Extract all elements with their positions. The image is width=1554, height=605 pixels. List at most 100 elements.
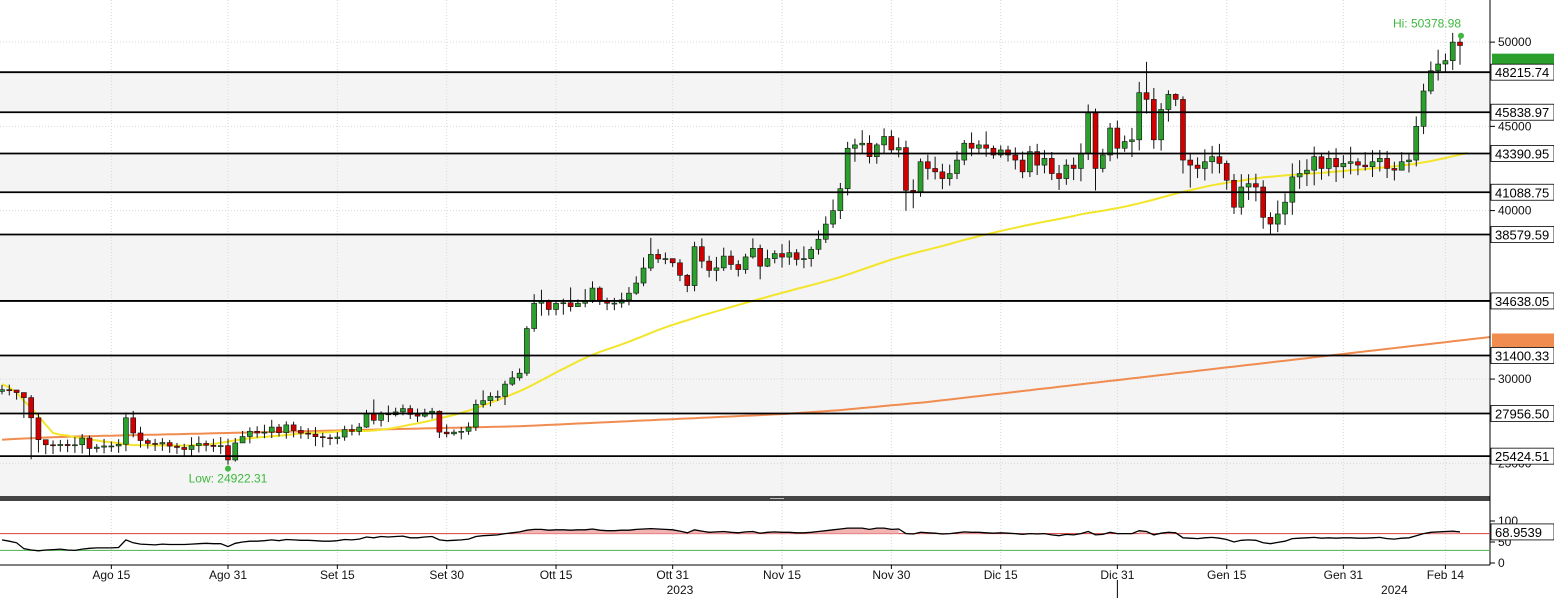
candle-body	[1107, 127, 1113, 156]
candle-body	[451, 431, 457, 435]
candle-body	[137, 432, 144, 441]
candle-body	[837, 188, 844, 211]
candle-body	[13, 389, 20, 393]
level-label: 41088.75	[1495, 185, 1549, 200]
level-label-box	[1490, 447, 1554, 465]
x-tick-label: Dic 31	[1100, 568, 1134, 582]
candle-body	[363, 412, 370, 428]
candle-body	[108, 445, 115, 448]
candle-body	[57, 444, 64, 446]
candle-body	[1041, 158, 1048, 166]
candle-body	[174, 445, 180, 448]
candle-body	[1216, 156, 1223, 164]
candle-body	[1209, 156, 1215, 163]
candle-body	[1304, 169, 1310, 174]
candle-body	[626, 292, 632, 301]
candle-body	[545, 301, 552, 310]
candle-body	[225, 445, 231, 461]
candle-body	[866, 142, 873, 157]
candle-body	[961, 142, 968, 161]
candle-body	[917, 161, 924, 193]
candle-body	[932, 168, 938, 173]
candle-body	[1369, 161, 1376, 168]
x-tick-label: Gen 31	[1324, 568, 1364, 582]
candle-body	[1034, 151, 1040, 166]
candle-body	[283, 424, 290, 433]
y-tick-label: 45000	[1498, 119, 1532, 133]
candle-body	[589, 287, 596, 302]
x-tick-label: Set 15	[320, 568, 355, 582]
candle-body	[1413, 126, 1420, 161]
candle-body	[50, 444, 56, 447]
candle-body	[1005, 149, 1011, 156]
candle-body	[1245, 183, 1252, 188]
ma-long-price-tag	[1492, 333, 1554, 348]
candle-body	[407, 408, 414, 415]
candle-body	[1172, 94, 1179, 100]
candle-body	[815, 238, 822, 250]
candle-body	[443, 431, 450, 435]
candle-body	[1318, 156, 1325, 169]
candle-body	[1296, 173, 1303, 178]
candle-body	[852, 144, 858, 149]
candle-body	[750, 248, 756, 258]
candle-body	[830, 210, 836, 225]
candle-body	[895, 147, 902, 151]
candle-body	[239, 436, 246, 444]
candle-body	[990, 147, 997, 156]
rsi-last-label: 68.9539	[1495, 525, 1542, 540]
candle-body	[327, 437, 333, 439]
candle-body	[480, 400, 486, 405]
candle-body	[429, 410, 435, 414]
level-label-box	[1490, 63, 1554, 81]
level-label: 25424.51	[1495, 449, 1549, 464]
candle-body	[319, 436, 326, 438]
candle-body	[268, 426, 275, 433]
x-tick-label: Set 30	[429, 568, 464, 582]
candle-body	[1092, 112, 1099, 169]
candle-body	[1078, 153, 1084, 169]
candle-body	[633, 282, 640, 294]
level-label-box	[1490, 103, 1554, 121]
candle-body	[1260, 186, 1266, 218]
candle-body	[181, 447, 188, 450]
candle-body	[1063, 164, 1070, 179]
candle-body	[764, 258, 771, 267]
candle-body	[312, 433, 319, 437]
candle-body	[1442, 60, 1449, 65]
high-annotation: Hi: 50378.98	[1393, 17, 1461, 31]
low-marker	[224, 465, 231, 472]
year-label: 2023	[667, 583, 694, 597]
price-band	[0, 153, 1490, 193]
rsi-last-label-box	[1490, 523, 1554, 541]
candle-body	[1340, 163, 1347, 168]
candle-body	[1325, 158, 1332, 169]
candle-body	[349, 429, 355, 432]
candle-body	[1238, 186, 1245, 208]
candle-body	[152, 443, 158, 445]
level-label-box	[1490, 226, 1554, 243]
candle-body	[1143, 92, 1150, 100]
candle-body	[983, 144, 989, 149]
candle-body	[145, 440, 151, 444]
x-tick-label: Ott 15	[540, 568, 573, 582]
price-band	[0, 355, 1490, 414]
candle-body	[0, 389, 5, 392]
candle-body	[903, 147, 909, 191]
candle-body	[567, 302, 574, 307]
level-label-box	[1490, 347, 1554, 364]
candle-body	[6, 389, 13, 391]
candle-body	[72, 444, 78, 447]
candle-body	[1274, 213, 1281, 225]
candle-body	[290, 424, 297, 431]
candle-body	[210, 444, 217, 447]
candle-body	[1136, 92, 1143, 141]
candle-body	[1267, 217, 1274, 225]
candle-body	[1165, 94, 1172, 110]
candle-body	[1070, 164, 1077, 169]
candle-body	[458, 430, 465, 433]
candle-body	[86, 437, 93, 449]
candle-body	[997, 149, 1004, 156]
candle-body	[203, 443, 209, 446]
ma-short-line	[1, 152, 1468, 447]
